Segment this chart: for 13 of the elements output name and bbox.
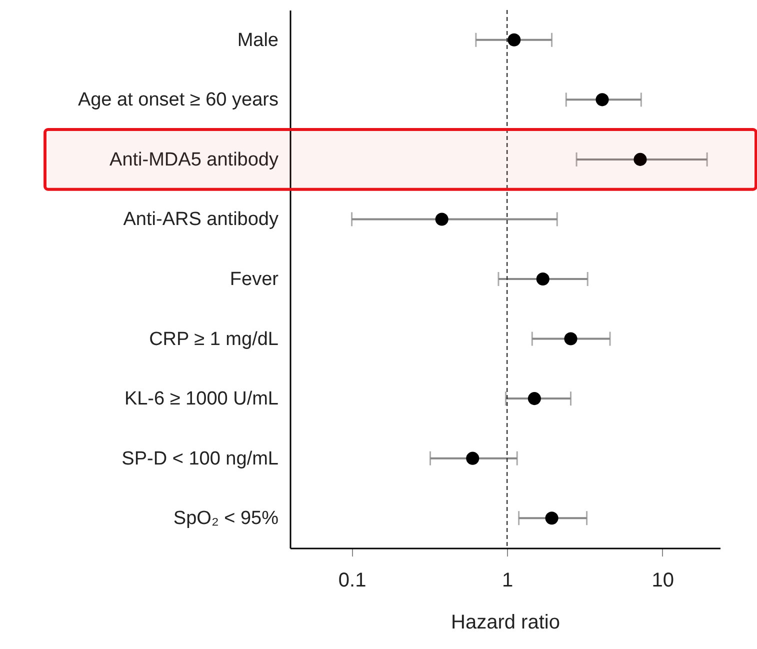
y-tick-label: SP-D < 100 ng/mL <box>122 448 278 470</box>
y-tick-label: Anti-MDA5 antibody <box>110 149 279 170</box>
y-tick-label: KL-6 ≥ 1000 U/mL <box>124 388 278 410</box>
x-axis-title: Hazard ratio <box>451 612 560 634</box>
y-tick-label: SpO₂ < 95% <box>173 508 279 530</box>
y-tick-label: CRP ≥ 1 mg/dL <box>149 328 278 350</box>
x-tick-label: 1 <box>502 570 514 592</box>
x-tick-label: 0.1 <box>338 570 366 592</box>
y-tick-label: Male <box>237 30 278 51</box>
y-tick-label: Fever <box>230 269 280 290</box>
y-tick-label: Anti-ARS antibody <box>123 209 279 230</box>
y-tick-label: Age at onset ≥ 60 years <box>78 90 278 111</box>
x-tick-label: 10 <box>652 570 674 592</box>
